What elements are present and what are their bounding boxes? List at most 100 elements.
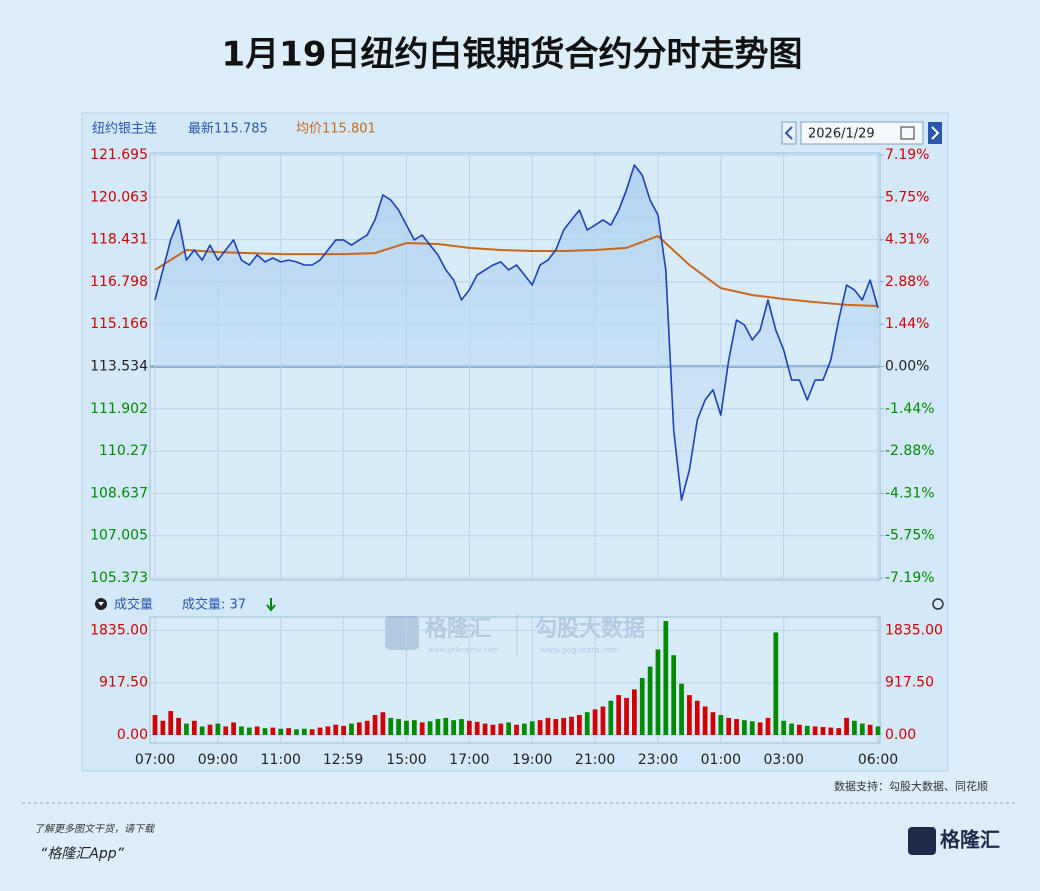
volume-bar — [828, 727, 834, 735]
volume-bar — [600, 706, 606, 735]
volume-bar — [671, 655, 677, 735]
x-tick-label: 12:59 — [323, 752, 363, 768]
volume-bar — [584, 712, 590, 735]
volume-bar — [624, 697, 629, 735]
x-tick-label: 17:00 — [449, 752, 489, 768]
volume-bar — [168, 711, 174, 735]
volume-bar — [852, 720, 857, 735]
y2-tick-label: -1.44% — [885, 401, 935, 417]
volume-bar — [411, 720, 417, 735]
volume-bar — [694, 700, 700, 735]
close-icon[interactable] — [932, 598, 944, 610]
volume-bar — [246, 727, 252, 735]
x-tick-label: 01:00 — [701, 752, 741, 768]
volume-bar — [844, 717, 849, 735]
footer-app: “格隆汇App” — [40, 846, 125, 862]
date: 2026/1/29 — [808, 127, 875, 142]
volume-bar — [537, 720, 543, 735]
volume-bar — [592, 709, 598, 735]
volume-bar — [435, 719, 441, 735]
y-tick-label: 115.166 — [90, 316, 148, 332]
y-tick-label: 111.902 — [90, 401, 148, 417]
y2-tick-label: 7.19% — [885, 147, 929, 163]
volume-bar — [278, 728, 284, 735]
footer-note: 了解更多图文干货，请下载 — [34, 823, 156, 835]
y-tick-label: 116.798 — [90, 274, 148, 290]
date-picker[interactable] — [800, 121, 924, 145]
watermark-right: 勾股大数据 — [535, 616, 645, 642]
volume-bar — [427, 721, 433, 735]
volume-tick-label: 0.00 — [117, 727, 148, 743]
volume-bar — [239, 726, 244, 735]
next-date-button[interactable] — [928, 122, 942, 144]
y-tick-label: 107.005 — [90, 528, 148, 544]
volume-bar — [867, 724, 873, 735]
watermark-left-url: www.gelonghui.com — [428, 646, 499, 654]
x-tick-label: 23:00 — [638, 752, 678, 768]
volume-bar — [608, 700, 614, 735]
volume-bar — [199, 726, 205, 735]
volume-bar — [262, 728, 268, 735]
volume-bar — [341, 725, 346, 735]
volume-bar — [553, 719, 559, 735]
volume-bar — [215, 723, 221, 735]
volume-bar — [286, 728, 291, 735]
volume-bar — [639, 678, 645, 735]
volume-bar — [380, 712, 386, 735]
y2-tick-label: 4.31% — [885, 232, 929, 248]
volume-bar — [545, 717, 551, 735]
volume-bar — [270, 727, 276, 735]
chart-title: 1月19日纽约白银期货合约分时走势图 — [222, 35, 803, 75]
calendar-icon — [900, 126, 915, 140]
volume-bar — [529, 721, 535, 735]
volume-bar — [859, 723, 865, 735]
average-price: 均价115.801 — [296, 122, 376, 137]
volume-tick-label-right: 917.50 — [885, 675, 934, 691]
volume-bar — [742, 720, 747, 735]
y2-tick-label: -4.31% — [885, 485, 935, 501]
volume-bar — [294, 729, 299, 735]
watermark-right-url: www.gogudata.com — [540, 646, 619, 655]
y2-tick-label: -7.19% — [885, 570, 935, 586]
volume-bar — [356, 722, 362, 735]
volume-bar — [254, 726, 260, 735]
logo-mark — [908, 827, 936, 855]
volume-bar — [679, 683, 684, 735]
watermark: 格隆汇 www.gelonghui.com 勾股大数据 www.gogudata… — [385, 614, 645, 656]
volume-bar — [749, 721, 755, 735]
volume-bar — [223, 726, 229, 735]
volume-bar — [459, 719, 464, 735]
volume-bar — [569, 716, 574, 735]
y-tick-label: 113.534 — [90, 359, 148, 375]
volume-bar — [820, 727, 826, 735]
volume-bar — [474, 721, 480, 735]
collapse-arrow — [98, 602, 104, 606]
volume-tick-label: 1835.00 — [90, 622, 148, 638]
volume-label: 成交量: 37 — [182, 597, 246, 613]
average-line — [154, 234, 879, 307]
volume-bar — [773, 632, 779, 735]
y2-tick-label: 2.88% — [885, 274, 929, 290]
volume-tick-label-right: 0.00 — [885, 727, 916, 743]
volume-bar — [396, 719, 401, 735]
volume-bar — [726, 717, 732, 735]
x-tick-label: 06:00 — [858, 752, 898, 768]
volume-bar — [364, 720, 370, 735]
volume-bar — [577, 715, 582, 735]
volume-bar — [184, 723, 189, 735]
y2-tick-label: -2.88% — [885, 443, 935, 459]
volume-bar — [506, 722, 511, 735]
volume-bar — [757, 722, 763, 735]
volume-bar — [632, 689, 637, 735]
volume-bar — [616, 695, 622, 735]
watermark-logo — [385, 616, 419, 650]
x-tick-label: 09:00 — [198, 752, 238, 768]
down-arrow — [266, 598, 276, 612]
x-tick-label: 03:00 — [764, 752, 804, 768]
volume-bar — [663, 621, 669, 735]
volume-bar — [804, 725, 810, 735]
prev-date-button[interactable] — [781, 121, 797, 145]
prev-arrow — [784, 126, 793, 140]
volume-bar — [498, 723, 504, 735]
